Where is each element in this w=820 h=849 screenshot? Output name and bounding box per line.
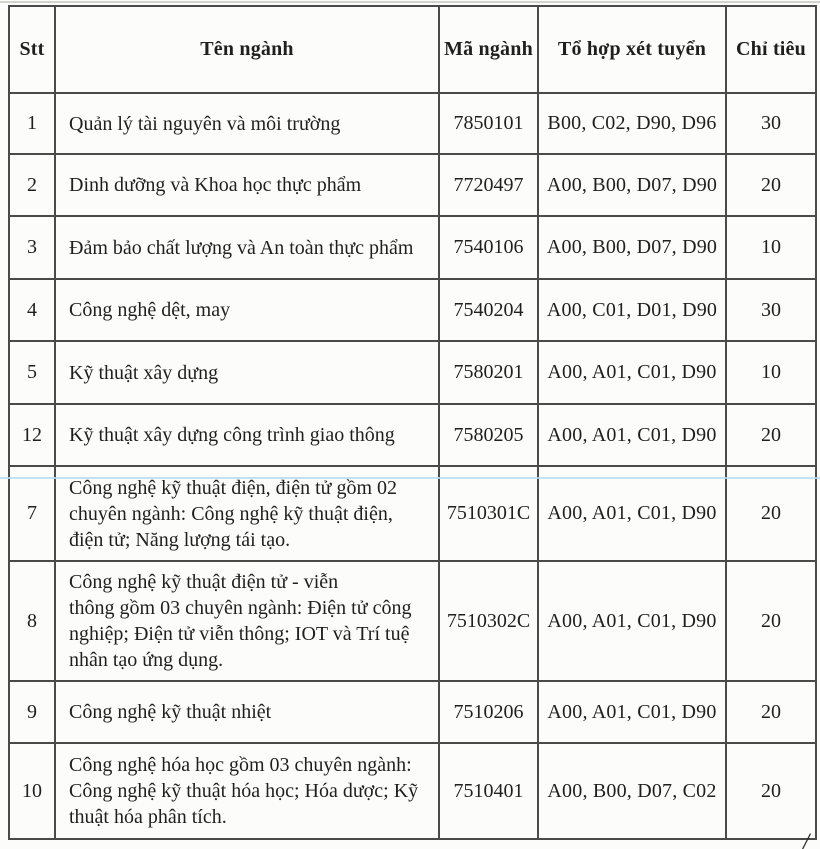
table-row: 1 Quản lý tài nguyên và môi trường 78501…	[8, 92, 817, 155]
cell-stt: 4	[8, 278, 56, 342]
cell-chi-tieu: 20	[725, 680, 817, 744]
table-body: 1 Quản lý tài nguyên và môi trường 78501…	[8, 92, 817, 840]
cell-ma-nganh: 7540106	[438, 215, 539, 280]
cell-chi-tieu: 10	[725, 340, 817, 405]
cell-chi-tieu: 10	[725, 215, 817, 280]
cell-ma-nganh: 7510401	[438, 742, 539, 840]
cell-ma-nganh: 7540204	[438, 278, 539, 342]
cell-ma-nganh: 7580205	[438, 403, 539, 467]
table-row: 5 Kỹ thuật xây dựng 7580201 A00, A01, C0…	[8, 340, 817, 405]
table-header-row: Stt Tên ngành Mã ngành Tổ hợp xét tuyển …	[8, 5, 817, 94]
cell-to-hop: A00, B00, D07, D90	[537, 153, 727, 217]
col-header-to-hop: Tổ hợp xét tuyển	[537, 5, 727, 94]
cell-stt: 3	[8, 215, 56, 280]
cell-chi-tieu: 30	[725, 92, 817, 155]
col-header-ma-nganh: Mã ngành	[438, 5, 539, 94]
cell-chi-tieu: 20	[725, 153, 817, 217]
cell-to-hop: A00, A01, C01, D90	[537, 403, 727, 467]
cell-ten-nganh: Công nghệ kỹ thuật điện, điện tử gồm 02 …	[54, 465, 440, 562]
admissions-quota-table: Stt Tên ngành Mã ngành Tổ hợp xét tuyển …	[8, 5, 817, 840]
corner-pen-mark: /	[802, 828, 810, 849]
cell-stt: 8	[8, 560, 56, 682]
table-row: 3 Đảm bảo chất lượng và An toàn thực phẩ…	[8, 215, 817, 280]
cell-stt: 12	[8, 403, 56, 467]
cell-ten-nganh: Kỹ thuật xây dựng công trình giao thông	[54, 403, 440, 467]
cell-chi-tieu: 30	[725, 278, 817, 342]
cell-to-hop: A00, A01, C01, D90	[537, 465, 727, 562]
scan-artifact-top-line	[0, 1, 820, 3]
cell-ma-nganh: 7580201	[438, 340, 539, 405]
cell-to-hop: A00, A01, C01, D90	[537, 680, 727, 744]
table-row: 7 Công nghệ kỹ thuật điện, điện tử gồm 0…	[8, 465, 817, 562]
cell-ma-nganh: 7850101	[438, 92, 539, 155]
cell-stt: 10	[8, 742, 56, 840]
cell-to-hop: A00, B00, D07, C02	[537, 742, 727, 840]
table-row: 12 Kỹ thuật xây dựng công trình giao thô…	[8, 403, 817, 467]
cell-ma-nganh: 7510206	[438, 680, 539, 744]
cell-stt: 7	[8, 465, 56, 562]
col-header-stt: Stt	[8, 5, 56, 94]
table-row: 10 Công nghệ hóa học gồm 03 chuyên ngành…	[8, 742, 817, 840]
col-header-chi-tieu: Chỉ tiêu	[725, 5, 817, 94]
cell-ma-nganh: 7510302C	[438, 560, 539, 682]
cell-to-hop: A00, A01, C01, D90	[537, 340, 727, 405]
table-row: 9 Công nghệ kỹ thuật nhiệt 7510206 A00, …	[8, 680, 817, 744]
cell-stt: 9	[8, 680, 56, 744]
cell-ten-nganh: Đảm bảo chất lượng và An toàn thực phẩm	[54, 215, 440, 280]
cell-ten-nganh: Kỹ thuật xây dựng	[54, 340, 440, 405]
cell-to-hop: B00, C02, D90, D96	[537, 92, 727, 155]
cell-chi-tieu: 20	[725, 560, 817, 682]
cell-ten-nganh: Công nghệ kỹ thuật điện tử - viễn thông …	[54, 560, 440, 682]
table-row: 8 Công nghệ kỹ thuật điện tử - viễn thôn…	[8, 560, 817, 682]
cell-stt: 1	[8, 92, 56, 155]
cell-ten-nganh: Công nghệ hóa học gồm 03 chuyên ngành: C…	[54, 742, 440, 840]
cell-chi-tieu: 20	[725, 403, 817, 467]
cell-to-hop: A00, A01, C01, D90	[537, 560, 727, 682]
cell-chi-tieu: 20	[725, 742, 817, 840]
table-row: 2 Dinh dưỡng và Khoa học thực phẩm 77204…	[8, 153, 817, 217]
cell-ten-nganh: Quản lý tài nguyên và môi trường	[54, 92, 440, 155]
cell-ten-nganh: Công nghệ dệt, may	[54, 278, 440, 342]
cell-chi-tieu: 20	[725, 465, 817, 562]
cell-ma-nganh: 7510301C	[438, 465, 539, 562]
cell-stt: 2	[8, 153, 56, 217]
cell-to-hop: A00, C01, D01, D90	[537, 278, 727, 342]
cell-ten-nganh: Dinh dưỡng và Khoa học thực phẩm	[54, 153, 440, 217]
cell-ma-nganh: 7720497	[438, 153, 539, 217]
cell-ten-nganh: Công nghệ kỹ thuật nhiệt	[54, 680, 440, 744]
table-row: 4 Công nghệ dệt, may 7540204 A00, C01, D…	[8, 278, 817, 342]
cell-to-hop: A00, B00, D07, D90	[537, 215, 727, 280]
cell-stt: 5	[8, 340, 56, 405]
col-header-ten-nganh: Tên ngành	[54, 5, 440, 94]
